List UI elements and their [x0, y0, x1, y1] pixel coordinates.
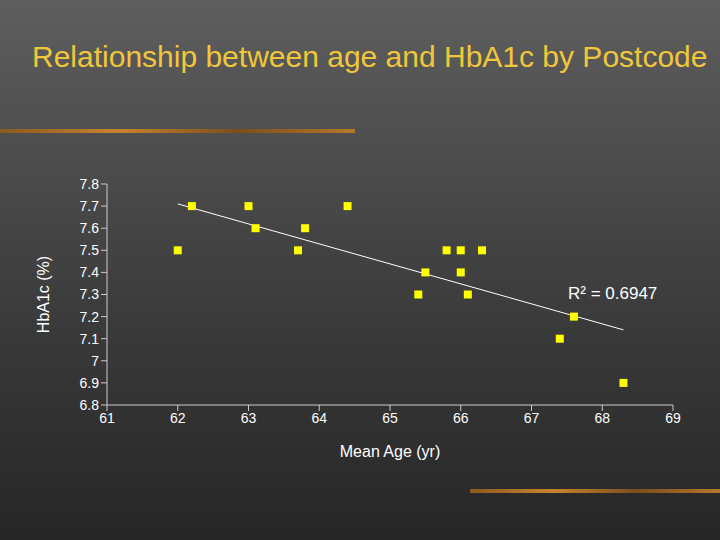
svg-text:6.8: 6.8: [80, 397, 100, 413]
svg-text:7: 7: [91, 353, 99, 369]
svg-text:64: 64: [311, 410, 327, 426]
svg-text:7.7: 7.7: [80, 198, 100, 214]
svg-text:69: 69: [665, 410, 681, 426]
svg-text:61: 61: [99, 410, 115, 426]
svg-text:7.8: 7.8: [80, 176, 100, 192]
svg-text:67: 67: [524, 410, 540, 426]
svg-text:66: 66: [453, 410, 469, 426]
svg-text:62: 62: [170, 410, 186, 426]
html-text:R² = 0.6947: R² = 0.6947: [568, 284, 658, 303]
svg-text:65: 65: [382, 410, 398, 426]
svg-text:HbA1c (%): HbA1c (%): [35, 256, 52, 333]
svg-text:7.5: 7.5: [80, 242, 100, 258]
svg-text:6.9: 6.9: [80, 375, 100, 391]
svg-text:7.2: 7.2: [80, 309, 100, 325]
svg-text:Mean Age (yr): Mean Age (yr): [340, 443, 440, 460]
svg-text:7.1: 7.1: [80, 331, 100, 347]
svg-text:7.4: 7.4: [80, 264, 100, 280]
svg-text:68: 68: [594, 410, 610, 426]
svg-text:7.6: 7.6: [80, 220, 100, 236]
svg-text:63: 63: [241, 410, 257, 426]
html-text:Relationship between age and H: Relationship between age and HbA1c by Po…: [32, 40, 708, 73]
svg-text:7.3: 7.3: [80, 286, 100, 302]
